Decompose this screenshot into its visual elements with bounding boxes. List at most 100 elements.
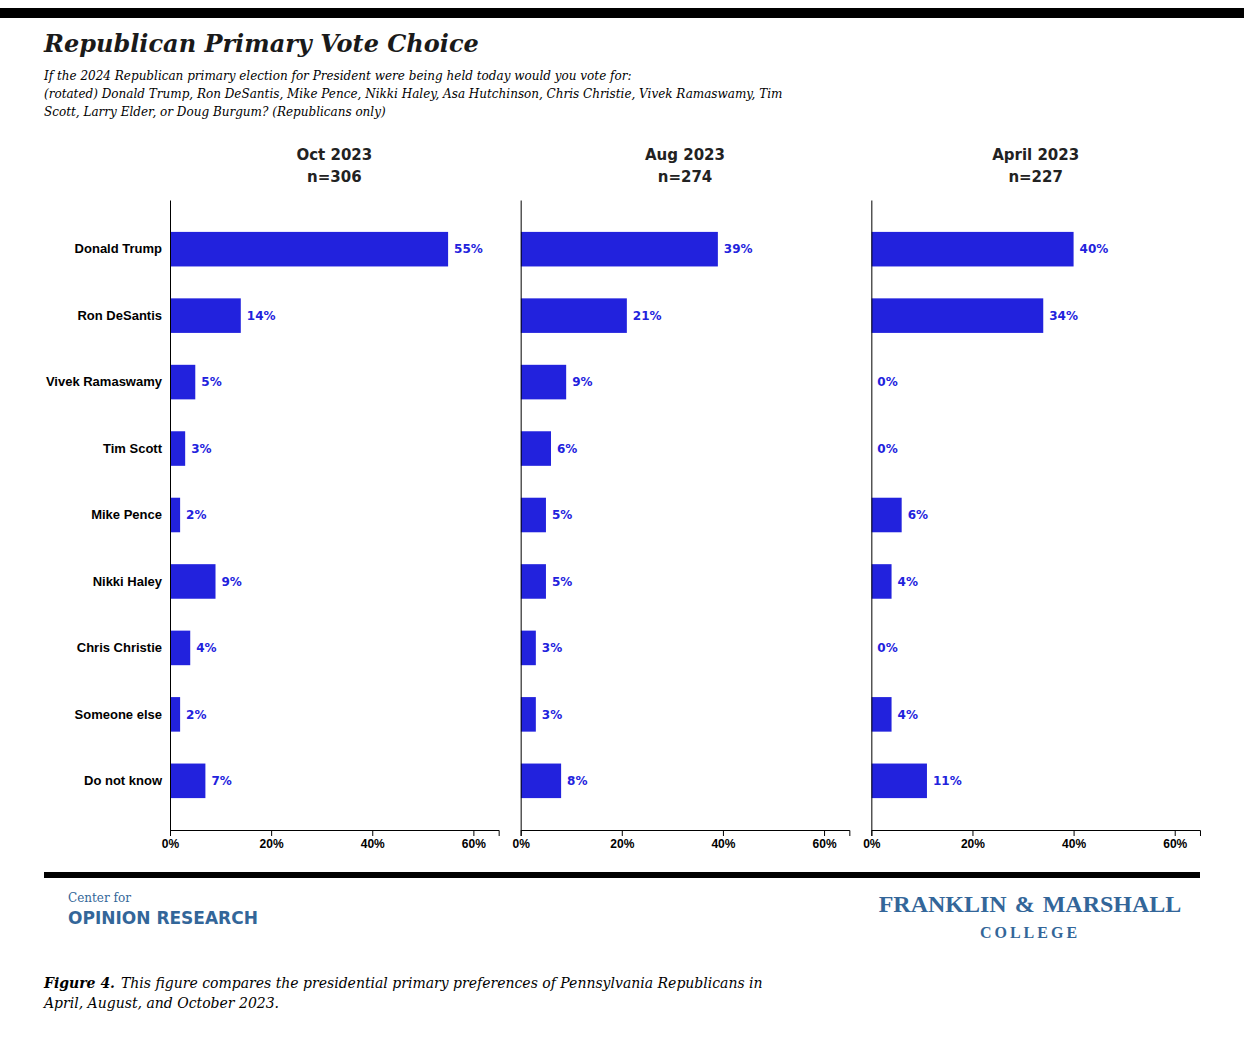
tick: 40% bbox=[1062, 830, 1086, 851]
tick-label: Vivek Ramaswamy bbox=[46, 374, 163, 389]
tick-mark bbox=[622, 830, 623, 836]
data-labels: 40%34%0%0%6%4%0%4%11% bbox=[877, 242, 1108, 788]
data-label: 0% bbox=[877, 375, 897, 389]
tick-mark bbox=[1175, 830, 1176, 836]
bar bbox=[521, 498, 546, 533]
data-label: 4% bbox=[196, 641, 216, 655]
axis-line bbox=[872, 831, 1201, 837]
tick-mark bbox=[372, 830, 373, 836]
tick: Chris Christie bbox=[77, 640, 170, 655]
tick-label: Ron DeSantis bbox=[77, 308, 162, 323]
tick-label: Mike Pence bbox=[91, 507, 162, 522]
bar bbox=[871, 298, 1043, 333]
logo-text: OPINION RESEARCH bbox=[68, 908, 258, 928]
bar bbox=[521, 298, 627, 333]
tick-mark bbox=[723, 830, 724, 836]
bar bbox=[521, 764, 561, 799]
title: Republican Primary Vote Choice bbox=[43, 29, 479, 58]
data-label: 5% bbox=[552, 508, 572, 522]
data-label: 4% bbox=[898, 708, 918, 722]
tick: 0% bbox=[162, 830, 180, 851]
data-label: 11% bbox=[933, 774, 962, 788]
x-axis: 0% 20% 40% 60% bbox=[512, 830, 849, 851]
data-label: 6% bbox=[557, 442, 577, 456]
data-labels: 55%14%5%3%2%9%4%2%7% bbox=[186, 242, 483, 788]
tick-label: 20% bbox=[961, 837, 985, 851]
data-label: 9% bbox=[572, 375, 592, 389]
tick: 20% bbox=[260, 830, 284, 851]
tick: Donald Trump bbox=[75, 241, 170, 256]
tick-label: 40% bbox=[361, 837, 385, 851]
axis-line bbox=[171, 831, 500, 837]
bottom-border bbox=[44, 872, 1200, 878]
bar bbox=[170, 298, 241, 333]
data-label: 34% bbox=[1049, 309, 1078, 323]
tick: Nikki Haley bbox=[93, 574, 170, 589]
axis-line bbox=[521, 831, 850, 837]
panel-n: n=306 bbox=[307, 168, 362, 186]
tick-mark bbox=[521, 830, 522, 836]
data-label: 9% bbox=[222, 575, 242, 589]
data-label: 21% bbox=[633, 309, 662, 323]
bars bbox=[871, 232, 1073, 798]
tick-mark bbox=[972, 830, 973, 836]
chart: Republican Primary Vote ChoiceIf the 202… bbox=[0, 0, 1244, 1050]
logo-text: COLLEGE bbox=[980, 924, 1080, 941]
tick: 0% bbox=[512, 830, 530, 851]
data-label: 4% bbox=[898, 575, 918, 589]
logo-word: MARSHALL bbox=[1043, 891, 1182, 917]
tick: Do not know bbox=[84, 773, 170, 788]
axis-line bbox=[170, 201, 171, 831]
tick-mark bbox=[824, 830, 825, 836]
bar bbox=[170, 498, 180, 533]
data-label: 3% bbox=[542, 708, 562, 722]
tick: Ron DeSantis bbox=[77, 308, 170, 323]
tick: 40% bbox=[711, 830, 735, 851]
bar bbox=[521, 365, 567, 400]
tick-label: 40% bbox=[1062, 837, 1086, 851]
bar bbox=[521, 631, 536, 666]
data-label: 2% bbox=[186, 508, 206, 522]
data-label: 40% bbox=[1080, 242, 1109, 256]
x-axis: 0% 20% 40% 60% bbox=[162, 830, 499, 851]
data-label: 55% bbox=[454, 242, 483, 256]
bar bbox=[170, 232, 448, 267]
bar bbox=[170, 631, 190, 666]
bar bbox=[871, 697, 891, 732]
tick-label: 60% bbox=[462, 837, 486, 851]
panel: 55%14%5%3%2%9%4%2%7%0%20%40%60%Donald Tr… bbox=[46, 201, 499, 851]
y-axis: Donald TrumpRon DeSantisVivek RamaswamyT… bbox=[46, 201, 171, 831]
data-label: 14% bbox=[247, 309, 276, 323]
data-label: 0% bbox=[877, 641, 897, 655]
tick: 20% bbox=[610, 830, 634, 851]
subtitle: (rotated) Donald Trump, Ron DeSantis, Mi… bbox=[44, 87, 782, 101]
caption-label: Figure 4. bbox=[43, 975, 115, 991]
tick: 60% bbox=[813, 830, 837, 851]
bar bbox=[170, 365, 195, 400]
x-axis: 0%20%40%60% bbox=[863, 830, 1200, 851]
panel: 39%21%9%6%5%5%3%3%8%0%20%40%60% bbox=[512, 201, 849, 851]
data-label: 8% bbox=[567, 774, 587, 788]
tick-label: 40% bbox=[711, 837, 735, 851]
bars bbox=[521, 232, 718, 798]
tick: Someone else bbox=[75, 707, 170, 722]
tick-label: 20% bbox=[610, 837, 634, 851]
bar bbox=[521, 564, 546, 599]
logo-word: & bbox=[1015, 891, 1035, 917]
bar bbox=[170, 564, 216, 599]
tick-mark bbox=[271, 830, 272, 836]
tick: 20% bbox=[961, 830, 985, 851]
tick-mark bbox=[871, 830, 872, 836]
panel-header: Oct 2023 bbox=[296, 146, 372, 164]
data-label: 3% bbox=[191, 442, 211, 456]
tick-label: Chris Christie bbox=[77, 640, 162, 655]
axis-line bbox=[521, 201, 522, 831]
logo-text: Center for bbox=[68, 891, 131, 905]
y-axis bbox=[871, 201, 872, 831]
tick-label: Donald Trump bbox=[75, 241, 162, 256]
logo-word: FRANKLIN bbox=[879, 891, 1008, 917]
bar bbox=[521, 232, 718, 267]
bars bbox=[170, 232, 448, 798]
top-border bbox=[0, 8, 1244, 18]
panel-n: n=274 bbox=[658, 168, 713, 186]
